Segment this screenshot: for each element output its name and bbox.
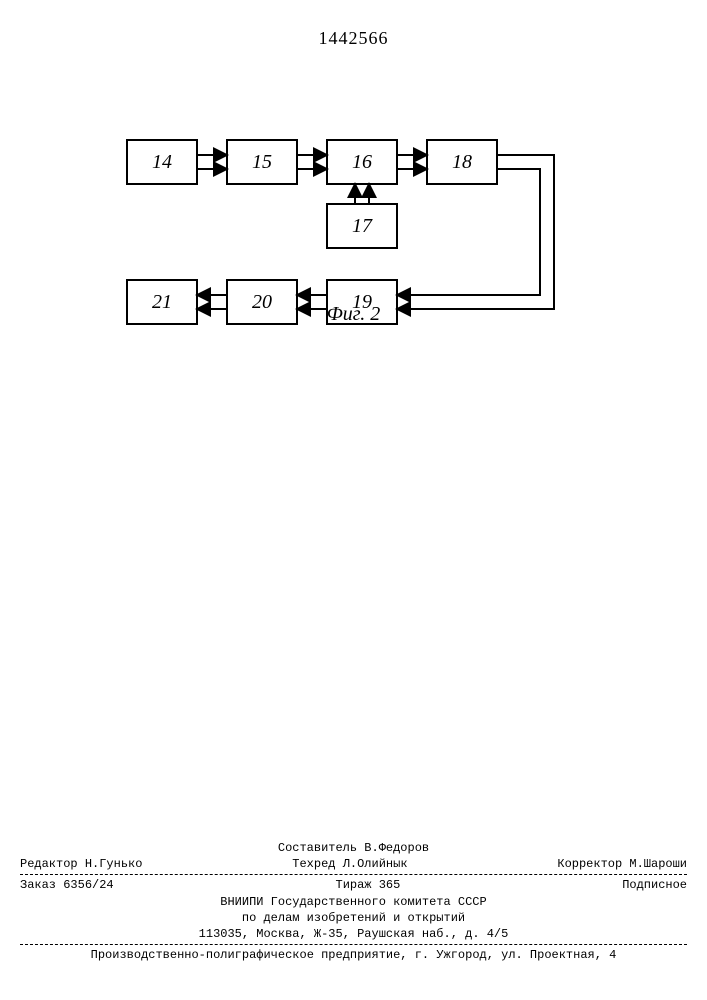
org-line-3: 113035, Москва, Ж-35, Раушская наб., д. …	[20, 926, 687, 942]
document-number: 1442566	[319, 28, 389, 49]
org-line-1: ВНИИПИ Государственного комитета СССР	[20, 894, 687, 910]
svg-text:21: 21	[152, 291, 172, 313]
circulation: Тираж 365	[336, 877, 401, 893]
subscription: Подписное	[622, 877, 687, 893]
printer-line: Производственно-полиграфическое предприя…	[20, 947, 687, 963]
svg-text:16: 16	[352, 151, 372, 173]
figure-caption: Фиг. 2	[327, 303, 381, 326]
svg-text:15: 15	[252, 151, 272, 173]
svg-text:20: 20	[252, 291, 272, 313]
order: Заказ 6356/24	[20, 877, 114, 893]
divider	[20, 944, 687, 945]
editor: Редактор Н.Гунько	[20, 856, 142, 872]
svg-text:18: 18	[452, 151, 472, 173]
svg-text:14: 14	[152, 151, 172, 173]
corrector: Корректор М.Шароши	[557, 856, 687, 872]
svg-text:17: 17	[352, 215, 373, 237]
org-line-2: по делам изобретений и открытий	[20, 910, 687, 926]
compiler-name: В.Федоров	[364, 841, 429, 855]
colophon: Составитель В.Федоров Редактор Н.Гунько …	[20, 840, 687, 963]
divider	[20, 874, 687, 875]
techred: Техред Л.Олийнык	[292, 856, 407, 872]
compiler-label: Составитель	[278, 841, 357, 855]
